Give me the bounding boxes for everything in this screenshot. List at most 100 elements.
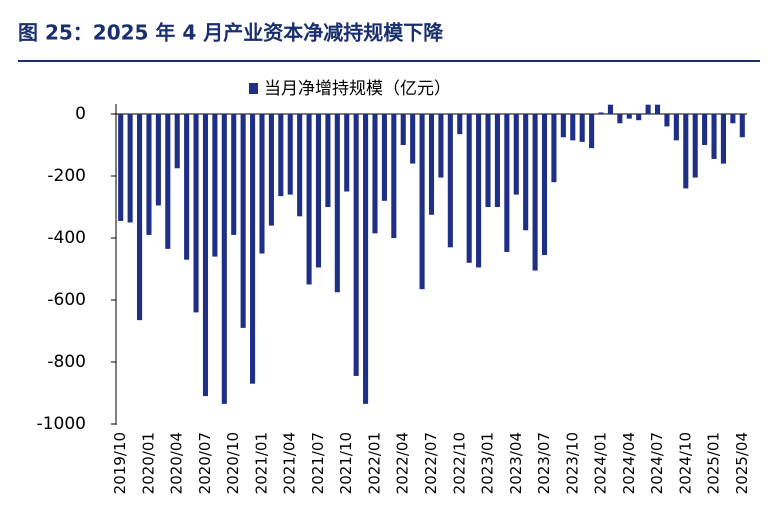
- y-tick-label: -400: [47, 228, 86, 248]
- bar: [711, 114, 717, 159]
- x-tick-label: 2024/07: [648, 432, 666, 494]
- bar: [344, 114, 350, 192]
- x-tick-label: 2022/10: [450, 432, 468, 494]
- x-tick-label: 2025/01: [705, 432, 723, 494]
- bar: [174, 114, 180, 169]
- bar: [617, 114, 623, 124]
- bar: [137, 114, 143, 321]
- y-tick-label: -800: [47, 352, 86, 372]
- bar: [607, 104, 613, 114]
- chart-title: 图 25：2025 年 4 月产业资本净减持规模下降: [18, 21, 444, 45]
- bar: [278, 114, 284, 197]
- bar: [626, 114, 632, 119]
- bar: [250, 114, 256, 384]
- bar: [645, 104, 651, 114]
- bar: [466, 114, 472, 263]
- bar: [702, 114, 708, 145]
- bar: [381, 114, 387, 201]
- bar: [410, 114, 416, 164]
- bar: [353, 114, 359, 376]
- bar: [654, 104, 661, 114]
- y-tick-label: -600: [47, 290, 86, 310]
- legend-label: 当月净增持规模（亿元）: [264, 79, 451, 99]
- bar: [438, 114, 444, 178]
- bar: [579, 114, 585, 142]
- bar: [532, 114, 538, 271]
- x-tick-label: 2020/07: [196, 432, 214, 494]
- bar: [494, 114, 500, 207]
- bar: [297, 114, 303, 217]
- bar: [428, 114, 435, 215]
- bar: [127, 114, 133, 223]
- bar: [570, 114, 576, 141]
- bar: [334, 114, 340, 293]
- bar: [259, 114, 265, 254]
- bar: [513, 114, 519, 195]
- bar: [589, 114, 595, 149]
- bar: [221, 114, 227, 404]
- y-tick-label: -1000: [37, 414, 86, 434]
- x-tick-label: 2021/10: [337, 432, 355, 494]
- x-tick-label: 2021/04: [281, 432, 299, 494]
- x-tick-label: 2024/01: [592, 432, 610, 494]
- bar: [683, 114, 689, 189]
- bar: [202, 114, 209, 397]
- bar: [146, 114, 152, 235]
- bar: [315, 114, 322, 268]
- x-tick-label: 2023/07: [535, 432, 553, 494]
- bar: [155, 114, 161, 206]
- bar: [363, 114, 369, 404]
- x-tick-label: 2021/07: [309, 432, 327, 494]
- x-tick-label: 2022/01: [365, 432, 383, 494]
- bar: [193, 114, 199, 313]
- bar: [212, 114, 218, 257]
- bar: [372, 114, 378, 234]
- bar: [560, 114, 566, 138]
- bar: [118, 114, 124, 221]
- bar: [306, 114, 312, 285]
- x-tick-label: 2023/01: [479, 432, 497, 494]
- legend-swatch: [249, 83, 258, 94]
- bar: [523, 114, 529, 231]
- bar: [457, 114, 463, 135]
- x-tick-label: 2019/10: [111, 432, 129, 494]
- bar: [476, 114, 482, 268]
- x-tick-label: 2020/01: [139, 432, 157, 494]
- x-tick-label: 2023/10: [563, 432, 581, 494]
- bar: [720, 114, 726, 164]
- x-tick-label: 2022/07: [422, 432, 440, 494]
- bar: [447, 114, 453, 248]
- x-tick-label: 2024/10: [676, 432, 694, 494]
- y-tick-label: 0: [75, 104, 86, 124]
- bar: [268, 114, 274, 226]
- bar: [184, 114, 190, 260]
- bar: [636, 114, 642, 121]
- x-tick-label: 2022/04: [394, 432, 412, 494]
- bar: [240, 114, 246, 328]
- bar: [400, 114, 406, 145]
- x-tick-label: 2020/04: [168, 432, 186, 494]
- bar: [485, 114, 491, 207]
- bar: [231, 114, 237, 235]
- y-tick-label: -200: [47, 166, 86, 186]
- bar: [551, 114, 557, 183]
- x-tick-label: 2021/01: [252, 432, 270, 494]
- bar: [504, 114, 510, 252]
- bar: [730, 114, 736, 124]
- bar: [664, 114, 670, 127]
- bar: [287, 114, 293, 195]
- bar: [739, 114, 745, 138]
- bar: [325, 114, 331, 207]
- bar: [391, 114, 397, 238]
- bar: [419, 114, 425, 290]
- bar: [541, 114, 548, 256]
- bar: [692, 114, 698, 178]
- x-tick-label: 2023/04: [507, 432, 525, 494]
- bar: [598, 112, 604, 114]
- x-tick-label: 2020/10: [224, 432, 242, 494]
- x-tick-label: 2024/04: [620, 432, 638, 494]
- x-tick-label: 2025/04: [733, 432, 751, 494]
- bar: [165, 114, 171, 249]
- bar: [673, 114, 679, 141]
